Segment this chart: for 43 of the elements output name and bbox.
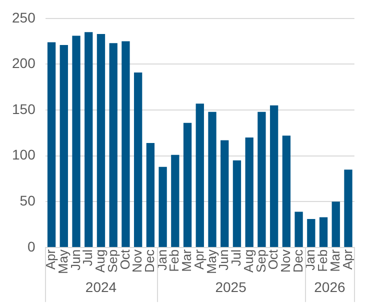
text: 2026 — [314, 278, 346, 295]
x-tick-label: May — [204, 248, 219, 274]
text: 2024 — [85, 278, 117, 295]
y-tick-label: 200 — [12, 55, 36, 72]
bar — [270, 105, 278, 247]
y-tick-label: 0 — [28, 238, 36, 254]
bar — [258, 112, 266, 247]
x-tick-label: Feb — [166, 249, 182, 272]
bar — [122, 41, 130, 247]
x-tick-label: Oct — [117, 249, 132, 270]
bar — [232, 160, 242, 247]
y-tick-label: 100 — [12, 146, 36, 163]
x-tick-label: Jan — [302, 249, 318, 270]
bar — [60, 44, 68, 247]
bar — [84, 32, 93, 247]
y-tick-label: 150 — [12, 100, 36, 117]
bar — [220, 140, 229, 247]
bar — [183, 122, 192, 247]
bar — [72, 36, 80, 247]
bar — [47, 42, 56, 247]
bar — [307, 219, 316, 247]
bar — [146, 143, 155, 247]
bar — [208, 112, 216, 247]
bar — [109, 43, 118, 247]
text: 2025 — [215, 278, 247, 295]
bar — [294, 212, 303, 247]
bar — [344, 170, 352, 247]
bar — [245, 138, 254, 247]
bar — [158, 166, 167, 247]
x-tick-label: Oct — [266, 249, 281, 270]
y-tick-label: 250 — [12, 9, 36, 26]
bar — [319, 217, 328, 247]
x-tick-label: Apr — [340, 248, 355, 270]
y-tick-label: 50 — [20, 192, 36, 208]
bar — [134, 72, 142, 247]
x-tick-label: Nov — [130, 248, 145, 273]
bar — [171, 154, 180, 247]
bar — [196, 104, 204, 247]
x-tick-label: Jul — [80, 249, 96, 266]
bar — [332, 202, 340, 247]
bar — [282, 136, 291, 247]
bar — [96, 34, 106, 247]
x-tick-label: Aug — [92, 249, 108, 273]
